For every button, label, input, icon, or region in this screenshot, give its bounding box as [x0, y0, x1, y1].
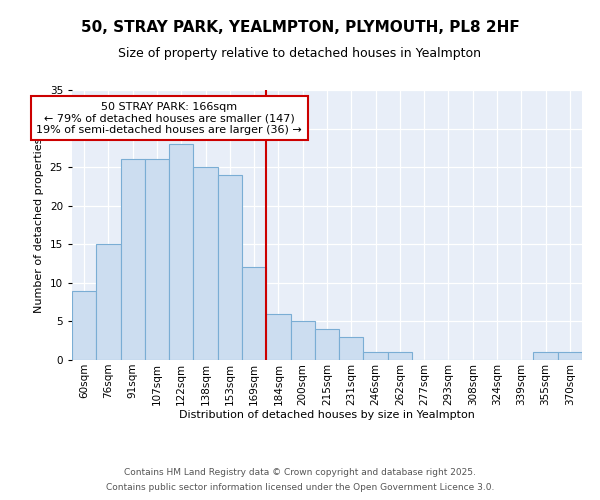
X-axis label: Distribution of detached houses by size in Yealmpton: Distribution of detached houses by size … [179, 410, 475, 420]
Bar [218, 175, 242, 360]
Bar [242, 268, 266, 360]
Bar [533, 352, 558, 360]
Bar [290, 322, 315, 360]
Bar [72, 290, 96, 360]
Bar [169, 144, 193, 360]
Text: Size of property relative to detached houses in Yealmpton: Size of property relative to detached ho… [119, 48, 482, 60]
Text: Contains public sector information licensed under the Open Government Licence 3.: Contains public sector information licen… [106, 483, 494, 492]
Bar [558, 352, 582, 360]
Y-axis label: Number of detached properties: Number of detached properties [34, 138, 44, 312]
Bar [388, 352, 412, 360]
Bar [266, 314, 290, 360]
Bar [193, 167, 218, 360]
Bar [96, 244, 121, 360]
Bar [121, 160, 145, 360]
Text: 50 STRAY PARK: 166sqm
← 79% of detached houses are smaller (147)
19% of semi-det: 50 STRAY PARK: 166sqm ← 79% of detached … [36, 102, 302, 135]
Bar [315, 329, 339, 360]
Text: 50, STRAY PARK, YEALMPTON, PLYMOUTH, PL8 2HF: 50, STRAY PARK, YEALMPTON, PLYMOUTH, PL8… [80, 20, 520, 35]
Text: Contains HM Land Registry data © Crown copyright and database right 2025.: Contains HM Land Registry data © Crown c… [124, 468, 476, 477]
Bar [145, 160, 169, 360]
Bar [339, 337, 364, 360]
Bar [364, 352, 388, 360]
